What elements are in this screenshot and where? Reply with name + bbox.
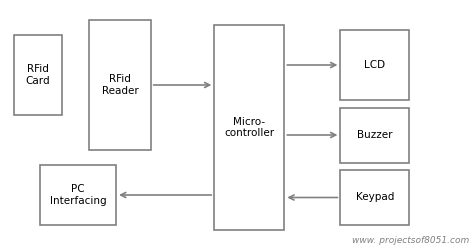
Bar [89,20,151,150]
Bar [340,30,409,100]
Text: Micro-
controller: Micro- controller [224,117,274,138]
Text: Buzzer: Buzzer [357,130,392,140]
Text: RFid
Card: RFid Card [26,64,50,86]
Text: PC
Interfacing: PC Interfacing [50,184,107,206]
Bar [340,108,409,162]
Bar [40,165,116,225]
Bar [14,35,62,115]
Text: www. projectsof8051.com: www. projectsof8051.com [352,236,469,245]
Bar [340,170,409,225]
Text: Keypad: Keypad [356,192,394,202]
Text: LCD: LCD [364,60,385,70]
Text: RFid
Reader: RFid Reader [101,74,138,96]
Bar [214,25,284,230]
